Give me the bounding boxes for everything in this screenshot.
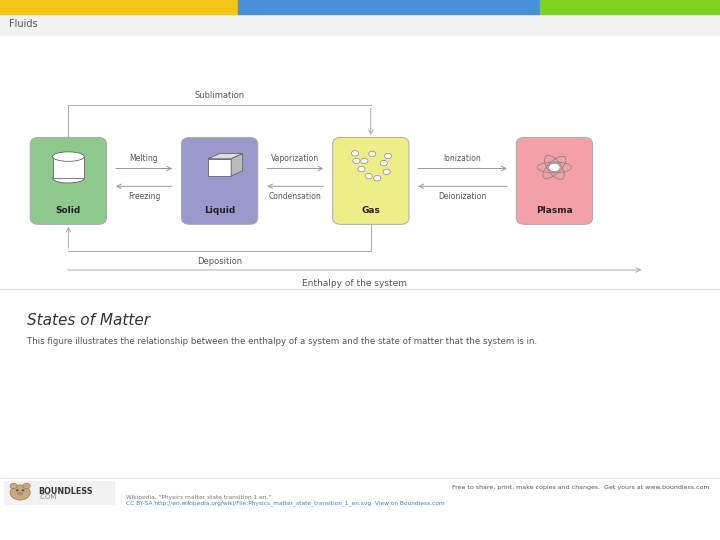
Bar — [238, 0, 540, 14]
Circle shape — [365, 173, 372, 179]
Bar — [0, 14, 720, 35]
Bar — [4, 481, 115, 505]
Text: Ionization: Ionization — [444, 154, 482, 163]
Text: States of Matter: States of Matter — [27, 313, 150, 328]
Text: Freezing: Freezing — [128, 192, 160, 201]
Ellipse shape — [53, 173, 84, 183]
Circle shape — [374, 176, 381, 181]
Bar — [208, 159, 231, 176]
Text: Sublimation: Sublimation — [194, 91, 245, 100]
Circle shape — [353, 158, 360, 164]
Circle shape — [10, 483, 17, 489]
Ellipse shape — [53, 152, 84, 161]
Circle shape — [10, 485, 30, 500]
Circle shape — [23, 483, 30, 489]
Text: Deposition: Deposition — [197, 256, 242, 266]
FancyBboxPatch shape — [30, 137, 107, 225]
Circle shape — [383, 169, 390, 174]
Bar — [53, 157, 84, 178]
FancyBboxPatch shape — [516, 137, 593, 225]
Text: BOUNDLESS: BOUNDLESS — [38, 487, 93, 496]
Polygon shape — [231, 153, 243, 176]
Circle shape — [361, 158, 368, 164]
Circle shape — [351, 151, 359, 156]
Circle shape — [16, 489, 19, 491]
Text: Free to share, print, make copies and changes.  Get yours at www.boundless.com: Free to share, print, make copies and ch… — [451, 484, 709, 490]
FancyBboxPatch shape — [181, 137, 258, 225]
Text: This figure illustrates the relationship between the enthalpy of a system and th: This figure illustrates the relationship… — [27, 338, 538, 347]
Polygon shape — [208, 153, 243, 159]
Text: Vaporization: Vaporization — [271, 154, 319, 163]
Text: Deionization: Deionization — [438, 192, 487, 201]
Circle shape — [549, 163, 560, 172]
Circle shape — [369, 151, 376, 157]
Text: Liquid: Liquid — [204, 206, 235, 215]
Text: Wikipedia. "Physics matter state transition 1 en.": Wikipedia. "Physics matter state transit… — [126, 495, 271, 501]
Bar — [0, 0, 238, 14]
Text: Solid: Solid — [55, 206, 81, 215]
Text: Enthalpy of the system: Enthalpy of the system — [302, 279, 407, 288]
Text: Gas: Gas — [361, 206, 380, 215]
Text: Melting: Melting — [130, 154, 158, 163]
Circle shape — [22, 489, 24, 491]
Text: CC BY-SA http://en.wikipedia.org/wiki/File:Physics_matter_state_transition_1_en.: CC BY-SA http://en.wikipedia.org/wiki/Fi… — [126, 501, 445, 506]
Circle shape — [384, 153, 392, 159]
Bar — [540, 0, 720, 14]
Text: Fluids: Fluids — [9, 19, 38, 29]
Circle shape — [380, 160, 387, 166]
Text: Plasma: Plasma — [536, 206, 573, 215]
Circle shape — [358, 166, 365, 172]
FancyBboxPatch shape — [333, 137, 409, 225]
Text: .COM: .COM — [38, 494, 57, 501]
Ellipse shape — [17, 492, 23, 495]
Text: Condensation: Condensation — [269, 192, 322, 201]
